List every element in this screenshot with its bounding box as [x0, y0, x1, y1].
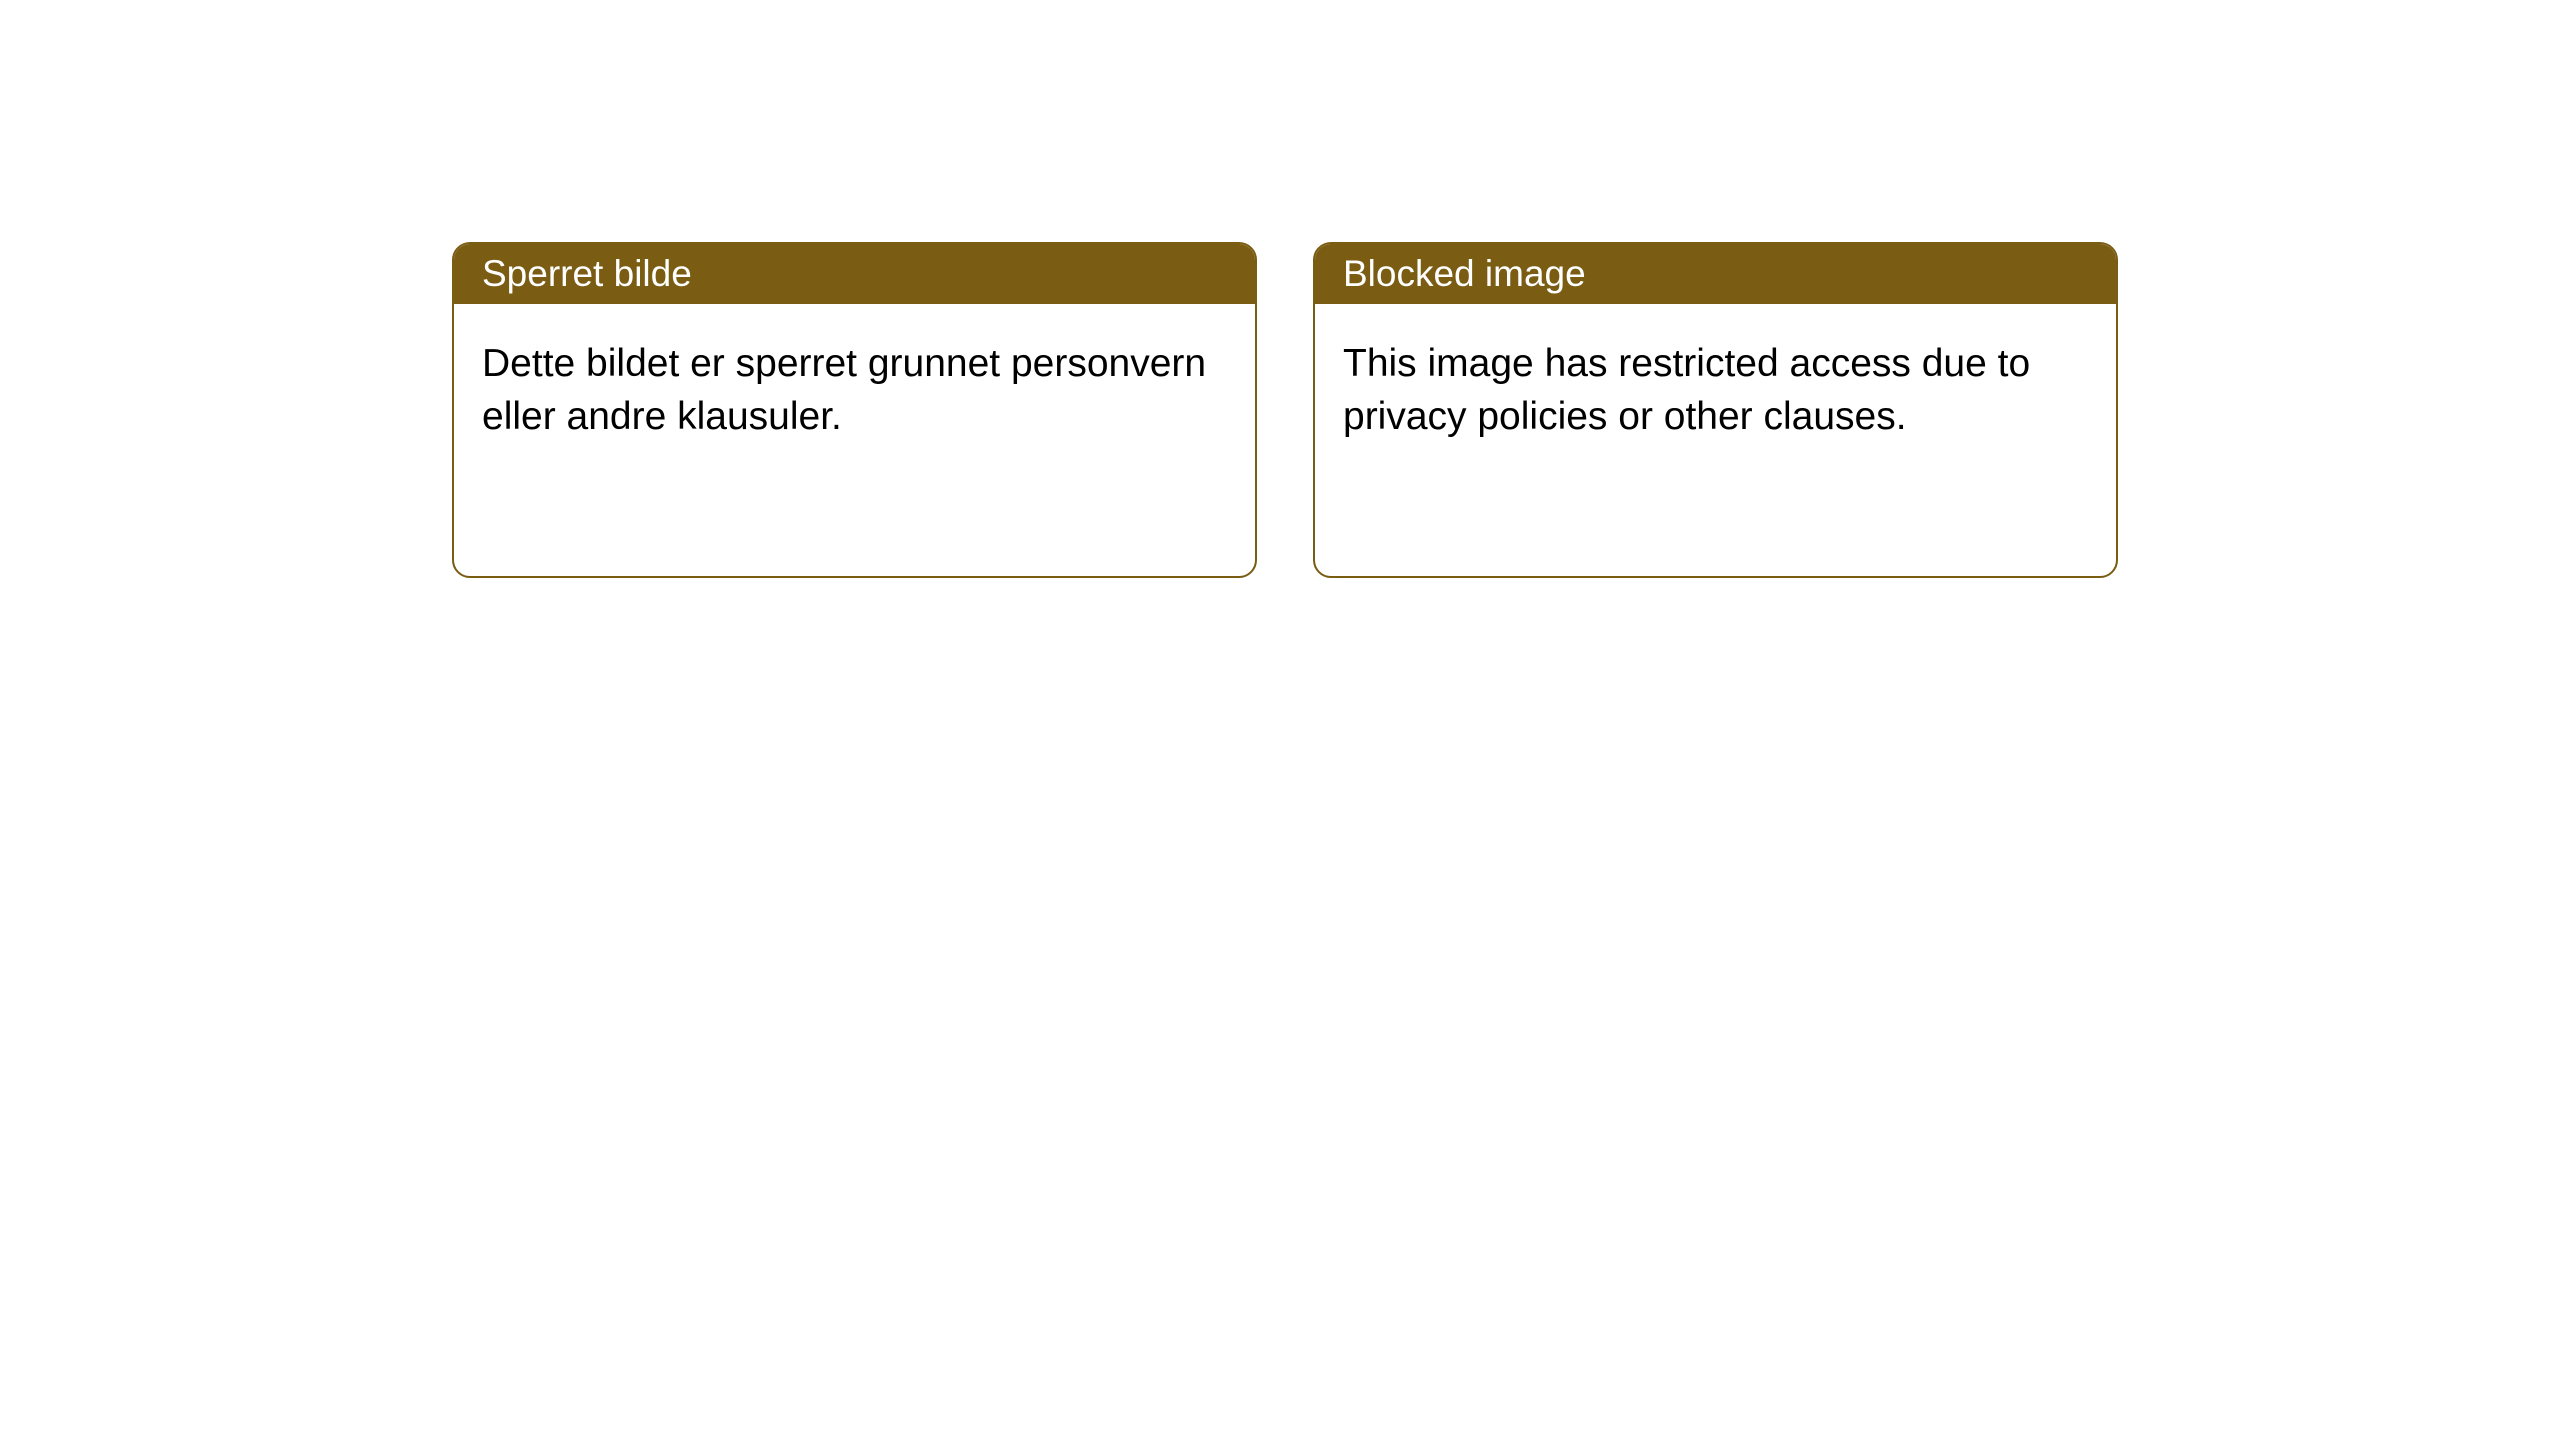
card-body-norwegian: Dette bildet er sperret grunnet personve…: [454, 304, 1255, 477]
card-body-text: Dette bildet er sperret grunnet personve…: [482, 342, 1206, 438]
card-english: Blocked image This image has restricted …: [1313, 242, 2118, 578]
card-body-english: This image has restricted access due to …: [1315, 304, 2116, 477]
card-header-text: Sperret bilde: [482, 253, 692, 295]
card-header-norwegian: Sperret bilde: [454, 244, 1255, 304]
card-header-text: Blocked image: [1343, 253, 1586, 295]
notice-cards-container: Sperret bilde Dette bildet er sperret gr…: [452, 242, 2118, 578]
card-body-text: This image has restricted access due to …: [1343, 342, 2030, 438]
card-norwegian: Sperret bilde Dette bildet er sperret gr…: [452, 242, 1257, 578]
card-header-english: Blocked image: [1315, 244, 2116, 304]
